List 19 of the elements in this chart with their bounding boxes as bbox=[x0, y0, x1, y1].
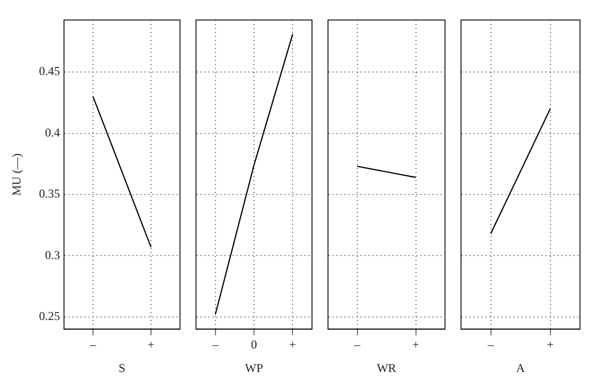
x-tick-label: 0 bbox=[251, 338, 257, 352]
y-tick-label: 0.45 bbox=[39, 64, 60, 78]
y-axis-title: MU (—) bbox=[9, 153, 24, 196]
x-axis-title: S bbox=[118, 360, 126, 375]
y-tick-label: 0.35 bbox=[39, 186, 60, 201]
x-axis-title: WR bbox=[376, 360, 396, 375]
x-tick-label: – bbox=[353, 338, 362, 352]
x-tick-label: + bbox=[289, 338, 296, 352]
y-tick-label: 0.3 bbox=[45, 248, 60, 262]
x-tick-label: + bbox=[412, 338, 420, 352]
x-tick-label: + bbox=[546, 338, 554, 352]
x-tick-label: – bbox=[211, 338, 220, 352]
x-tick-label: – bbox=[89, 338, 97, 352]
x-tick-label: + bbox=[148, 338, 155, 352]
y-tick-label: 0.25 bbox=[39, 309, 60, 324]
y-tick-label: 0.4 bbox=[45, 125, 60, 140]
x-axis-title: A bbox=[516, 360, 526, 375]
x-tick-label: – bbox=[486, 338, 495, 352]
x-axis-title: WP bbox=[245, 360, 264, 375]
